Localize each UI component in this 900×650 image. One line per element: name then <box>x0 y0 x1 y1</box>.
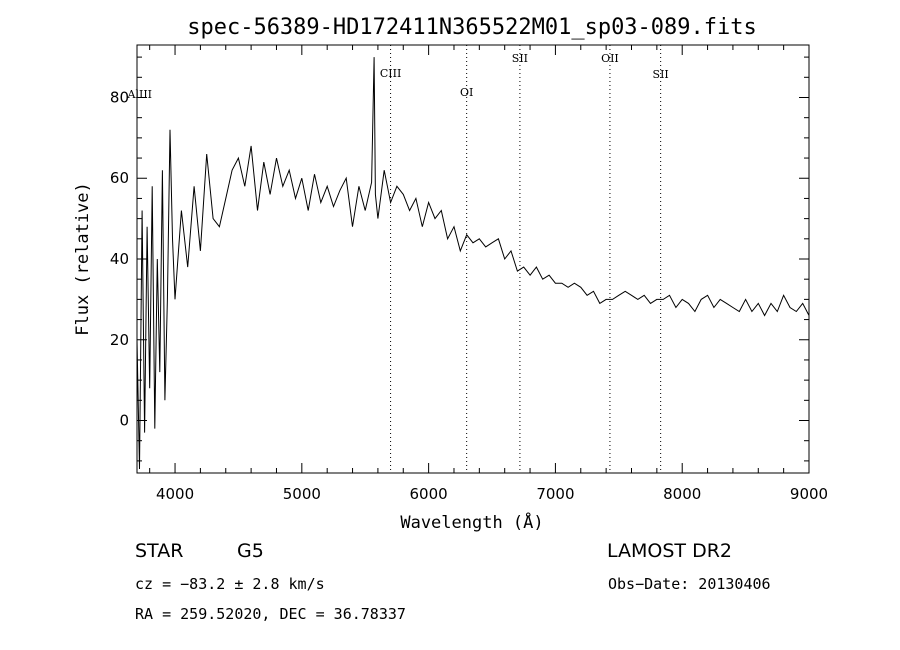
y-tick-label: 60 <box>110 169 129 187</box>
x-tick-label: 7000 <box>536 485 574 503</box>
x-tick-label: 8000 <box>663 485 701 503</box>
chart-title: spec-56389-HD172411N365522M01_sp03-089.f… <box>187 15 757 40</box>
x-tick-label: 5000 <box>283 485 321 503</box>
y-tick-label: 80 <box>110 88 129 106</box>
spectrum-line <box>136 57 810 470</box>
y-tick-label: 20 <box>110 331 129 349</box>
x-tick-label: 4000 <box>156 485 194 503</box>
spectral-line-label: OI <box>460 86 473 99</box>
spectral-line-label: AlIII <box>127 88 153 101</box>
spectral-line-markers: AlIII CIII OI SII OII SII <box>127 45 669 473</box>
spectral-line-label: SII <box>512 52 528 65</box>
survey-name: LAMOST DR2 <box>607 540 732 562</box>
x-tick-label: 9000 <box>790 485 828 503</box>
axis-ticks <box>137 45 810 473</box>
coordinates-info: RA = 259.52020, DEC = 36.78337 <box>135 605 406 623</box>
redshift-info: cz = −83.2 ± 2.8 km/s <box>135 575 325 593</box>
plot-frame <box>136 44 810 474</box>
y-tick-label: 0 <box>119 412 129 430</box>
spectral-line-label: CIII <box>380 67 401 80</box>
tick-labels: 4000 5000 6000 7000 8000 9000 0 20 40 60 80 <box>110 88 828 503</box>
x-tick-label: 6000 <box>410 485 448 503</box>
y-tick-label: 40 <box>110 250 129 268</box>
x-axis-label: Wavelength (Å) <box>400 511 543 533</box>
object-class: STAR <box>135 540 184 562</box>
spectral-line-label: OII <box>601 52 619 65</box>
y-axis-label: Flux (relative) <box>73 182 93 336</box>
spectral-line-label: SII <box>653 68 669 81</box>
object-subclass: G5 <box>237 540 264 562</box>
observation-date: Obs−Date: 20130406 <box>608 575 771 593</box>
